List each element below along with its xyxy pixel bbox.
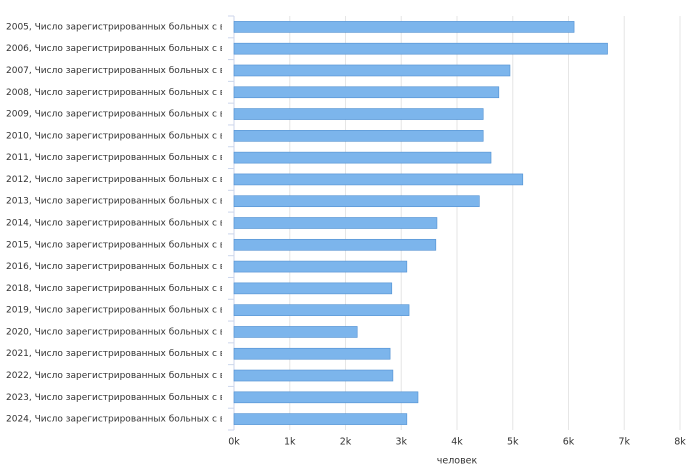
- bar: [233, 347, 391, 360]
- y-tick-label: 2023, Число зарегистрированных больных с…: [6, 393, 232, 403]
- y-tick-label: 2018, Число зарегистрированных больных с…: [6, 284, 232, 294]
- bar: [233, 130, 484, 142]
- bar: [233, 217, 438, 229]
- y-tick-label: 2005, Число зарегистрированных больных с…: [6, 22, 232, 32]
- x-tick-label: 1k: [284, 437, 296, 448]
- bar: [233, 64, 511, 77]
- y-tick-label: 2012, Число зарегистрированных больных с…: [6, 175, 232, 185]
- bar: [233, 413, 408, 425]
- bar: [233, 86, 500, 99]
- x-tick-label: 0k: [228, 437, 240, 448]
- y-tick-label: 2019, Число зарегистрированных больных с…: [6, 306, 232, 316]
- x-tick-label: 4k: [451, 437, 463, 448]
- bar: [233, 151, 492, 164]
- bar: [233, 304, 410, 316]
- x-tick-label: 7k: [618, 437, 630, 448]
- y-tick-label: 2007, Число зарегистрированных больных с…: [6, 66, 232, 76]
- y-tick-label: 2014, Число зарегистрированных больных с…: [6, 219, 232, 229]
- bar: [233, 326, 358, 338]
- y-tick-label: 2024, Число зарегистрированных больных с…: [6, 415, 232, 425]
- y-tick-label: 2022, Число зарегистрированных больных с…: [6, 371, 232, 381]
- bar: [233, 260, 408, 273]
- y-tick-label: 2021, Число зарегистрированных больных с…: [6, 349, 232, 359]
- bar: [233, 238, 437, 251]
- bar: [233, 42, 608, 55]
- x-tick-label: 3k: [395, 437, 407, 448]
- y-tick-label: 2008, Число зарегистрированных больных с…: [6, 88, 232, 98]
- bar: [233, 282, 393, 295]
- x-tick-label: 2k: [340, 437, 352, 448]
- y-tick-label: 2013, Число зарегистрированных больных с…: [6, 197, 232, 207]
- bar: [233, 173, 524, 186]
- bar: [233, 391, 419, 404]
- x-tick-label: 8k: [674, 437, 686, 448]
- y-tick-label: 2016, Число зарегистрированных больных с…: [6, 262, 232, 272]
- bar: [233, 108, 484, 120]
- bar: [233, 369, 394, 382]
- y-tick-label: 2009, Число зарегистрированных больных с…: [6, 110, 232, 120]
- y-tick-label: 2015, Число зарегистрированных больных с…: [6, 240, 232, 250]
- x-tick-label: 5k: [507, 437, 519, 448]
- y-tick-label: 2011, Число зарегистрированных больных с…: [6, 153, 232, 163]
- x-tick-label: 6k: [563, 437, 575, 448]
- x-axis-title: человек: [437, 456, 478, 466]
- bar: [233, 21, 575, 33]
- y-tick-label: 2020, Число зарегистрированных больных с…: [6, 327, 232, 337]
- y-tick-label: 2006, Число зарегистрированных больных с…: [6, 44, 232, 54]
- bar: [233, 195, 480, 208]
- y-tick-label: 2010, Число зарегистрированных больных с…: [6, 131, 232, 141]
